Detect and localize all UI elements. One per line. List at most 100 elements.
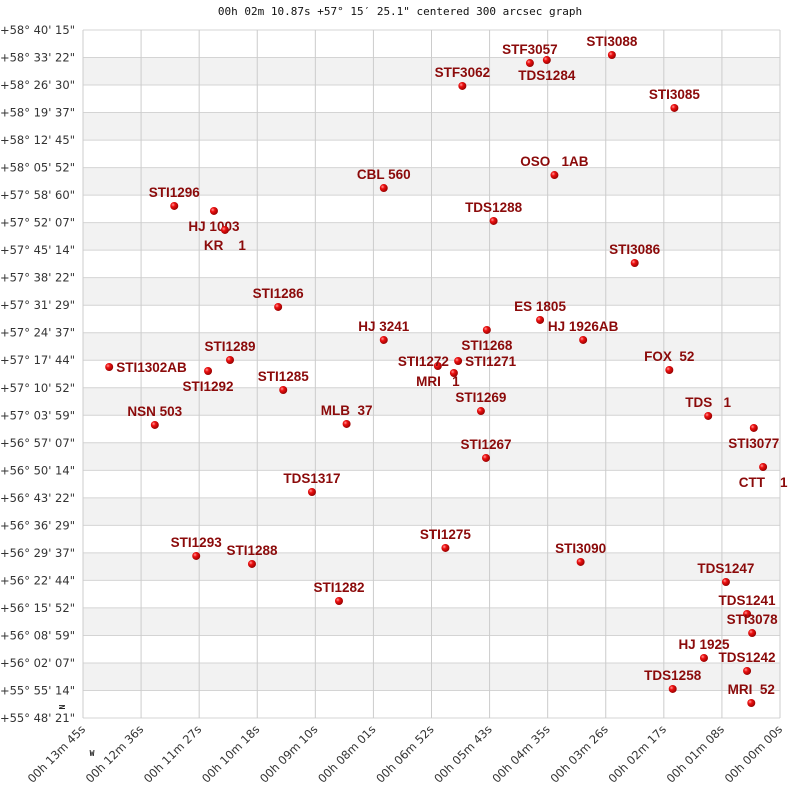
star-point[interactable]: HJ 3241 — [358, 319, 410, 344]
star-point[interactable]: OSO 1AB — [520, 154, 589, 180]
star-marker[interactable] — [454, 356, 463, 365]
star-point[interactable]: STF3057 — [502, 42, 558, 68]
star-marker[interactable] — [209, 206, 218, 215]
star-point[interactable]: STI1272 — [398, 354, 458, 377]
star-point[interactable]: TDS1317 — [283, 471, 340, 497]
star-marker[interactable] — [482, 325, 491, 334]
star-marker[interactable] — [743, 610, 752, 619]
star-marker[interactable] — [279, 386, 288, 395]
star-point[interactable]: ES 1805 — [514, 299, 566, 324]
star-point[interactable]: STI1288 — [226, 543, 278, 568]
star-point[interactable]: STI1289 — [204, 339, 256, 364]
y-tick-label: +58° 05' 52" — [0, 161, 75, 175]
star-point[interactable]: STI3085 — [649, 87, 701, 112]
star-marker[interactable] — [105, 362, 114, 371]
star-marker[interactable] — [525, 59, 534, 68]
star-label: MRI 1 — [416, 374, 460, 389]
star-marker[interactable] — [749, 423, 758, 432]
star-point[interactable]: STI1267 — [460, 437, 512, 462]
star-marker[interactable] — [670, 103, 679, 112]
star-point[interactable]: HJ 1003 — [188, 206, 240, 234]
star-point[interactable]: STI1282 — [313, 580, 365, 605]
star-point[interactable]: FOX 52 — [644, 349, 694, 374]
star-marker[interactable] — [743, 666, 752, 675]
star-point[interactable]: TDS1242 — [719, 650, 776, 675]
star-point[interactable]: STI3088 — [586, 34, 638, 60]
star-marker[interactable] — [630, 259, 639, 268]
star-marker[interactable] — [542, 56, 551, 65]
star-marker[interactable] — [274, 302, 283, 311]
star-point[interactable]: STI1275 — [420, 527, 472, 552]
star-point[interactable]: MRI 1 — [416, 361, 460, 389]
star-marker[interactable] — [449, 368, 458, 377]
star-point[interactable]: STI1293 — [171, 535, 223, 560]
star-point[interactable]: STI3077 — [728, 423, 779, 451]
star-marker[interactable] — [704, 411, 713, 420]
star-point[interactable]: HJ 1926AB — [548, 319, 619, 344]
star-marker[interactable] — [170, 201, 179, 210]
star-marker[interactable] — [699, 653, 708, 662]
star-marker[interactable] — [204, 366, 213, 375]
star-point[interactable]: TDS 1 — [685, 395, 732, 420]
star-marker[interactable] — [748, 629, 757, 638]
star-label: STF3062 — [435, 65, 491, 80]
x-tick-label: 00h 00m 00s — [722, 722, 785, 785]
star-point[interactable]: STI1268 — [461, 325, 513, 353]
star-point[interactable]: STI1269 — [455, 390, 506, 416]
star-marker[interactable] — [150, 420, 159, 429]
star-point[interactable]: STI1296 — [149, 185, 201, 210]
star-point[interactable]: STI1292 — [183, 366, 234, 394]
star-point[interactable]: STI3078 — [727, 612, 779, 638]
star-marker[interactable] — [665, 365, 674, 374]
star-point[interactable]: STF3062 — [435, 65, 491, 90]
star-marker[interactable] — [226, 355, 235, 364]
star-marker[interactable] — [721, 577, 730, 586]
y-tick-label: +56° 36' 29" — [0, 518, 75, 532]
star-marker[interactable] — [476, 407, 485, 416]
star-point[interactable]: STI3090 — [555, 541, 606, 566]
star-point[interactable]: TDS1258 — [644, 668, 702, 693]
star-point[interactable]: HJ 1925 — [678, 637, 730, 662]
star-label: STI3085 — [649, 87, 701, 102]
star-point[interactable]: TDS1288 — [465, 200, 523, 225]
star-marker[interactable] — [759, 462, 768, 471]
star-point[interactable]: MLB 37 — [321, 403, 373, 428]
star-point[interactable]: STI1302AB — [105, 360, 187, 375]
star-marker[interactable] — [579, 335, 588, 344]
star-marker[interactable] — [536, 315, 545, 324]
star-marker[interactable] — [489, 216, 498, 225]
star-marker[interactable] — [441, 543, 450, 552]
star-marker[interactable] — [747, 698, 756, 707]
star-point[interactable]: TDS1284 — [518, 56, 576, 83]
star-marker[interactable] — [458, 81, 467, 90]
star-point[interactable]: CBL 560 — [357, 167, 411, 193]
star-marker[interactable] — [607, 51, 616, 60]
star-marker[interactable] — [481, 453, 490, 462]
star-point[interactable]: TDS1241 — [719, 593, 777, 619]
star-marker[interactable] — [379, 184, 388, 193]
star-point[interactable]: STI3086 — [609, 242, 661, 268]
star-label: NSN 503 — [127, 404, 182, 419]
star-point[interactable]: CTT 1 — [739, 462, 788, 490]
star-point[interactable]: STI1285 — [258, 369, 310, 395]
star-marker[interactable] — [576, 557, 585, 566]
star-marker[interactable] — [307, 488, 316, 497]
star-marker[interactable] — [433, 361, 442, 370]
star-marker[interactable] — [550, 171, 559, 180]
star-marker[interactable] — [668, 684, 677, 693]
star-marker[interactable] — [342, 419, 351, 428]
star-label: KR 1 — [204, 238, 247, 253]
star-marker[interactable] — [334, 596, 343, 605]
star-label: TDS1241 — [719, 593, 777, 608]
star-point[interactable]: TDS1247 — [697, 561, 754, 586]
star-marker[interactable] — [247, 559, 256, 568]
star-point[interactable]: STI1271 — [454, 354, 517, 369]
star-point[interactable]: STI1286 — [253, 286, 305, 311]
star-marker[interactable] — [192, 551, 201, 560]
y-tick-label: +56° 57' 07" — [0, 436, 75, 450]
star-point[interactable]: KR 1 — [204, 225, 247, 253]
star-point[interactable]: MRI 52 — [728, 682, 775, 707]
star-point[interactable]: NSN 503 — [127, 404, 183, 429]
star-marker[interactable] — [220, 225, 229, 234]
star-marker[interactable] — [379, 335, 388, 344]
